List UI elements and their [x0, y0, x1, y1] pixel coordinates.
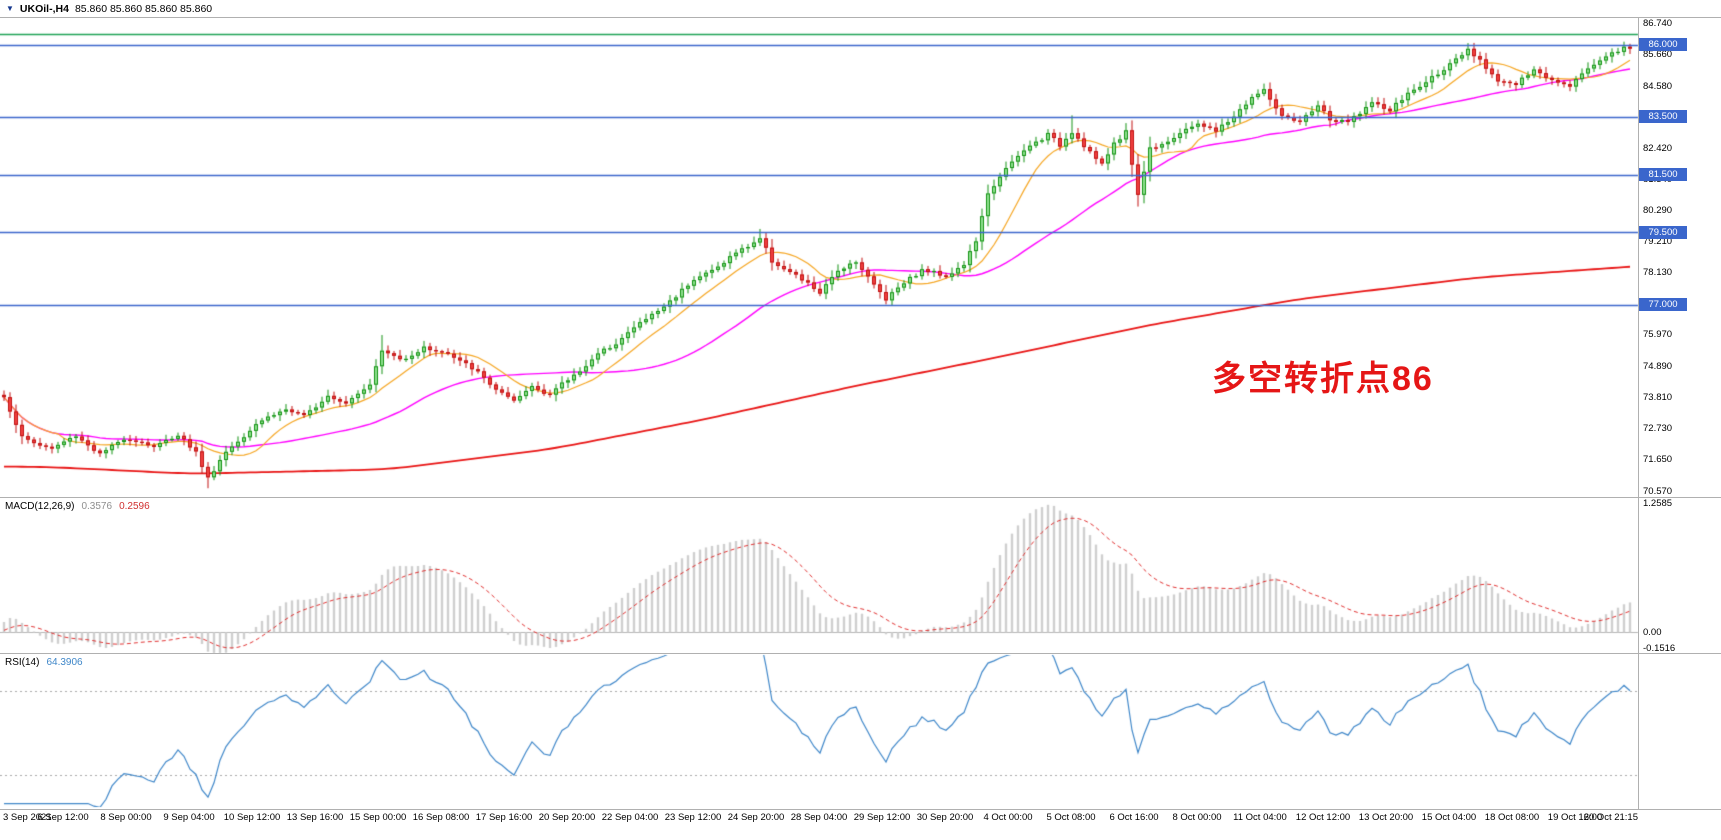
price-axis-label: 70.570 — [1643, 485, 1673, 497]
macd-indicator-label: MACD(12,26,9) 0.3576 0.2596 — [5, 501, 150, 512]
price-axis-label: 75.970 — [1643, 329, 1673, 341]
time-axis-label: 28 Sep 04:00 — [790, 812, 848, 823]
price-axis-label: 79.210 — [1643, 235, 1673, 247]
time-axis-label: 20 Sep 20:00 — [538, 812, 596, 823]
macd-scale-label: 1.2585 — [1643, 498, 1673, 509]
time-axis-label: 20 Oct 21:15 — [1583, 812, 1638, 823]
price-axis-label: 74.890 — [1643, 360, 1673, 372]
rsi-title: RSI(14) — [5, 657, 40, 668]
price-scale-divider — [1638, 17, 1639, 809]
macd-scale-label: 0.00 — [1643, 627, 1662, 639]
price-axis-label: 84.580 — [1643, 80, 1673, 92]
rsi-indicator-label: RSI(14) 64.3906 — [5, 657, 83, 668]
price-line-tag[interactable]: 81.500 — [1639, 168, 1687, 182]
price-axis-label: 71.650 — [1643, 454, 1673, 466]
price-axis-label: 80.290 — [1643, 204, 1673, 216]
rsi-value: 64.3906 — [46, 657, 83, 668]
time-axis-label: 19 Oct 16:00 — [1547, 812, 1603, 823]
time-axis-label: 15 Sep 00:00 — [349, 812, 407, 823]
time-axis-label: 30 Sep 20:00 — [916, 812, 974, 823]
macd-rsi-divider[interactable] — [0, 653, 1721, 654]
header-divider — [0, 17, 1721, 18]
time-axis-label: 10 Sep 12:00 — [223, 812, 281, 823]
price-macd-divider[interactable] — [0, 497, 1721, 498]
price-axis-label: 73.810 — [1643, 391, 1673, 403]
symbol-timeframe-label: UKOil-,H4 — [19, 2, 69, 15]
price-line-tag[interactable]: 77.000 — [1639, 298, 1687, 312]
chart-header: ▼ UKOil-,H4 85.860 85.860 85.860 85.860 — [0, 0, 1638, 17]
time-axis-divider — [0, 809, 1721, 810]
macd-scale-label: -0.1516 — [1643, 643, 1676, 654]
time-axis-label: 22 Sep 04:00 — [601, 812, 659, 823]
time-axis-label: 8 Sep 00:00 — [100, 812, 152, 823]
time-axis-label: 17 Sep 16:00 — [475, 812, 533, 823]
price-axis-label: 82.420 — [1643, 143, 1673, 155]
time-axis-label: 24 Sep 20:00 — [727, 812, 785, 823]
ohlc-values: 85.860 85.860 85.860 85.860 — [74, 2, 213, 15]
time-axis-label: 6 Oct 16:00 — [1109, 812, 1159, 823]
time-axis-label: 9 Sep 04:00 — [163, 812, 215, 823]
time-axis-label: 5 Oct 08:00 — [1046, 812, 1096, 823]
price-axis-label: 78.130 — [1643, 267, 1673, 279]
time-axis-label: 15 Oct 04:00 — [1421, 812, 1477, 823]
time-axis-label: 13 Sep 16:00 — [286, 812, 344, 823]
macd-main-value: 0.3576 — [81, 501, 113, 512]
price-axis-label: 72.730 — [1643, 423, 1673, 435]
time-axis-label: 8 Oct 00:00 — [1172, 812, 1222, 823]
time-axis-label: 16 Sep 08:00 — [412, 812, 470, 823]
price-line-tag[interactable]: 83.500 — [1639, 110, 1687, 124]
macd-title: MACD(12,26,9) — [5, 501, 75, 512]
price-line-tag[interactable]: 86.000 — [1639, 38, 1687, 52]
time-axis-label: 11 Oct 04:00 — [1233, 812, 1287, 823]
time-axis-label: 23 Sep 12:00 — [664, 812, 722, 823]
time-axis-label: 29 Sep 12:00 — [853, 812, 911, 823]
time-axis-label: 12 Oct 12:00 — [1295, 812, 1351, 823]
time-axis-label: 3 Sep 2021 — [3, 812, 52, 823]
price-line-tag[interactable]: 79.500 — [1639, 225, 1687, 239]
time-axis-label: 6 Sep 12:00 — [37, 812, 89, 823]
symbol-icon: ▼ — [6, 3, 14, 13]
price-axis-label: 86.740 — [1643, 18, 1673, 30]
time-axis-label: 18 Oct 08:00 — [1484, 812, 1540, 823]
time-axis-label: 13 Oct 20:00 — [1358, 812, 1414, 823]
macd-signal-value: 0.2596 — [119, 501, 150, 512]
time-axis-label: 4 Oct 00:00 — [983, 812, 1033, 823]
chart-annotation-text: 多空转折点86 — [1212, 360, 1434, 398]
price-axis-label: 85.660 — [1643, 49, 1673, 61]
